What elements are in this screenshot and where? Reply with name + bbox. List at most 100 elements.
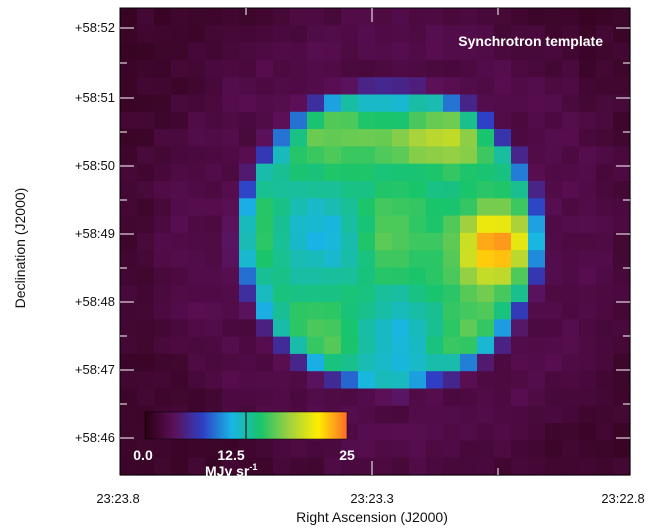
heatmap-cell <box>443 215 461 234</box>
heatmap-cell <box>545 59 563 78</box>
heatmap-cell <box>239 232 257 251</box>
heatmap-cell <box>375 319 393 338</box>
heatmap-cell <box>341 371 359 390</box>
heatmap-cell <box>545 8 563 26</box>
heatmap-cell <box>579 198 597 217</box>
heatmap-cell <box>120 59 138 78</box>
heatmap-cell <box>171 163 189 182</box>
heatmap-cell <box>256 353 274 372</box>
heatmap-cell <box>443 232 461 251</box>
heatmap-cell <box>324 180 342 199</box>
heatmap-cell <box>273 163 291 182</box>
heatmap-cell <box>562 198 580 217</box>
heatmap-cell <box>511 198 529 217</box>
heatmap-cell <box>579 129 597 147</box>
heatmap-cell <box>528 163 546 182</box>
heatmap-cell <box>341 457 359 476</box>
heatmap-cell <box>375 250 393 269</box>
heatmap-cell <box>358 388 376 407</box>
heatmap-cell <box>154 25 172 44</box>
heatmap-cell <box>324 457 342 476</box>
heatmap-cell <box>256 371 274 390</box>
heatmap-cell <box>307 388 325 407</box>
heatmap-cell <box>324 215 342 234</box>
heatmap-cell <box>239 215 257 234</box>
heatmap-cell <box>324 59 342 78</box>
heatmap-cell <box>188 25 206 44</box>
heatmap-cell <box>528 250 546 269</box>
heatmap-cell <box>477 42 495 61</box>
heatmap-cell <box>477 336 495 355</box>
heatmap-cell <box>494 267 512 286</box>
heatmap-cell <box>341 232 359 251</box>
heatmap-cell <box>341 353 359 372</box>
heatmap-cell <box>443 405 461 424</box>
heatmap-cell <box>460 59 478 78</box>
heatmap-cell <box>239 353 257 372</box>
heatmap-cell <box>307 457 325 476</box>
heatmap-cell <box>188 163 206 182</box>
heatmap-cell <box>443 440 461 459</box>
heatmap-cell <box>477 8 495 26</box>
heatmap-cell <box>137 267 155 286</box>
heatmap-cell <box>443 388 461 407</box>
heatmap-cell <box>579 284 597 303</box>
heatmap-cell <box>307 215 325 234</box>
heatmap-cell <box>511 146 529 165</box>
heatmap-cell <box>171 198 189 217</box>
heatmap-cell <box>477 163 495 182</box>
heatmap-cell <box>137 388 155 407</box>
heatmap-cell <box>358 163 376 182</box>
heatmap-cell <box>596 25 614 44</box>
heatmap-cell <box>596 198 614 217</box>
heatmap-cell <box>239 198 257 217</box>
heatmap-cell <box>528 440 546 459</box>
heatmap-cell <box>120 111 138 130</box>
heatmap-cell <box>528 180 546 199</box>
heatmap-cell <box>477 25 495 44</box>
heatmap-cell <box>375 423 393 442</box>
heatmap-cell <box>137 180 155 199</box>
heatmap-cell <box>375 336 393 355</box>
heatmap-cell <box>562 129 580 147</box>
heatmap-cell <box>392 180 410 199</box>
x-axis-title: Right Ascension (J2000) <box>296 509 448 525</box>
heatmap-cell <box>545 388 563 407</box>
heatmap-cell <box>579 405 597 424</box>
heatmap-cell <box>613 25 631 44</box>
heatmap-cell <box>290 302 308 320</box>
heatmap-cell <box>188 319 206 338</box>
heatmap-cell <box>613 94 631 113</box>
heatmap-cell <box>222 146 240 165</box>
heatmap-cell <box>579 371 597 390</box>
heatmap-cell <box>188 336 206 355</box>
heatmap-cell <box>154 371 172 390</box>
heatmap-cell <box>426 319 444 338</box>
heatmap-cell <box>443 94 461 113</box>
x-tick-label: 23:22.8 <box>601 491 644 506</box>
heatmap-cell <box>171 111 189 130</box>
heatmap-cell <box>341 25 359 44</box>
heatmap-cell <box>375 111 393 130</box>
heatmap-cell <box>358 405 376 424</box>
heatmap-cell <box>392 405 410 424</box>
heatmap-cell <box>528 405 546 424</box>
heatmap-cell <box>545 267 563 286</box>
heatmap-cell <box>154 94 172 113</box>
heatmap-cell <box>613 198 631 217</box>
heatmap-cell <box>137 42 155 61</box>
heatmap-cell <box>596 250 614 269</box>
heatmap-cell <box>460 388 478 407</box>
heatmap-cell <box>120 302 138 320</box>
heatmap-cell <box>392 232 410 251</box>
heatmap-cell <box>511 215 529 234</box>
heatmap-cell <box>562 163 580 182</box>
heatmap-cell <box>290 163 308 182</box>
heatmap-cell <box>511 457 529 476</box>
heatmap-cell <box>477 77 495 96</box>
heatmap-cell <box>477 250 495 269</box>
heatmap-cell <box>579 25 597 44</box>
heatmap-cell <box>222 8 240 26</box>
heatmap-cell <box>273 336 291 355</box>
heatmap-cell <box>154 336 172 355</box>
